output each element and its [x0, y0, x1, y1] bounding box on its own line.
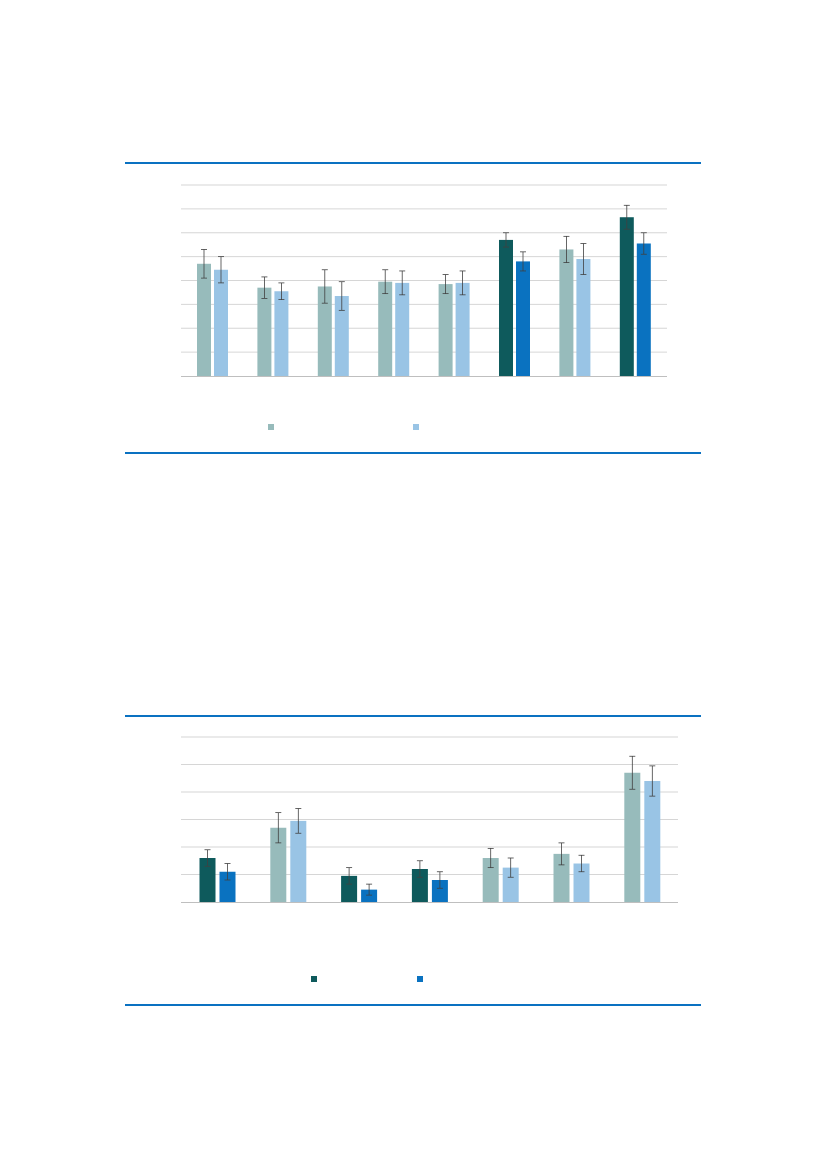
- chart-2-bar-s1-g2: [270, 827, 287, 902]
- chart-2-top-rule: [125, 715, 701, 717]
- chart-2-bar-s1-g5: [482, 858, 499, 902]
- chart-1-bar-s2-g5: [455, 282, 470, 376]
- chart-2-bar-s1-g7: [624, 772, 641, 902]
- chart-1-bar-s2-g1: [214, 269, 228, 376]
- chart-2-bar-s2-g1: [219, 871, 236, 902]
- chart-1-bar-s1-g5: [438, 284, 453, 376]
- chart-2-bar-s1-g6: [553, 853, 570, 902]
- chart-1-bar-s1-g8: [619, 217, 634, 376]
- chart-1-bar-s1-g1: [197, 263, 211, 376]
- chart-1-bar-s2-g2: [274, 291, 289, 376]
- chart-2-bar-s1-g3: [341, 875, 358, 902]
- chart-2-bar-s1-g4: [411, 869, 428, 902]
- chart-2-bottom-rule: [125, 1004, 701, 1006]
- chart-1-bar-s1-g4: [378, 281, 393, 376]
- chart-1-bar-s1-g2: [257, 287, 272, 376]
- chart-1-top-rule: [125, 162, 701, 164]
- chart-2-bar-s2-g7: [644, 781, 661, 902]
- chart-1-bar-s2-g3: [334, 296, 349, 376]
- chart-1-bar-s1-g6: [499, 239, 513, 376]
- chart-2-legend-marker-s1: [311, 976, 317, 982]
- chart-2-bar-s2-g4: [431, 880, 448, 902]
- chart-2-bar-s1-g1: [199, 858, 216, 902]
- chart-1-bar-s1-g3: [317, 286, 332, 376]
- chart-1-legend-marker-s1: [268, 424, 274, 430]
- chart-1-bar-s2-g4: [395, 282, 410, 376]
- chart-2-bar-s2-g2: [290, 820, 307, 902]
- chart-1-bar-s1-g7: [559, 249, 574, 376]
- chart-2-bar-s2-g3: [361, 889, 378, 902]
- chart-2-bar-s2-g6: [573, 863, 590, 902]
- chart-1-bar-s2-g7: [576, 259, 591, 376]
- chart-1-legend-marker-s2: [413, 424, 419, 430]
- chart-1-bar-s2-g8: [636, 243, 651, 376]
- chart-2-legend-marker-s2: [417, 976, 423, 982]
- chart-2-bar-s2-g5: [502, 867, 519, 902]
- chart-1-bottom-rule: [125, 452, 701, 454]
- chart-1-bar-s2-g6: [516, 261, 530, 376]
